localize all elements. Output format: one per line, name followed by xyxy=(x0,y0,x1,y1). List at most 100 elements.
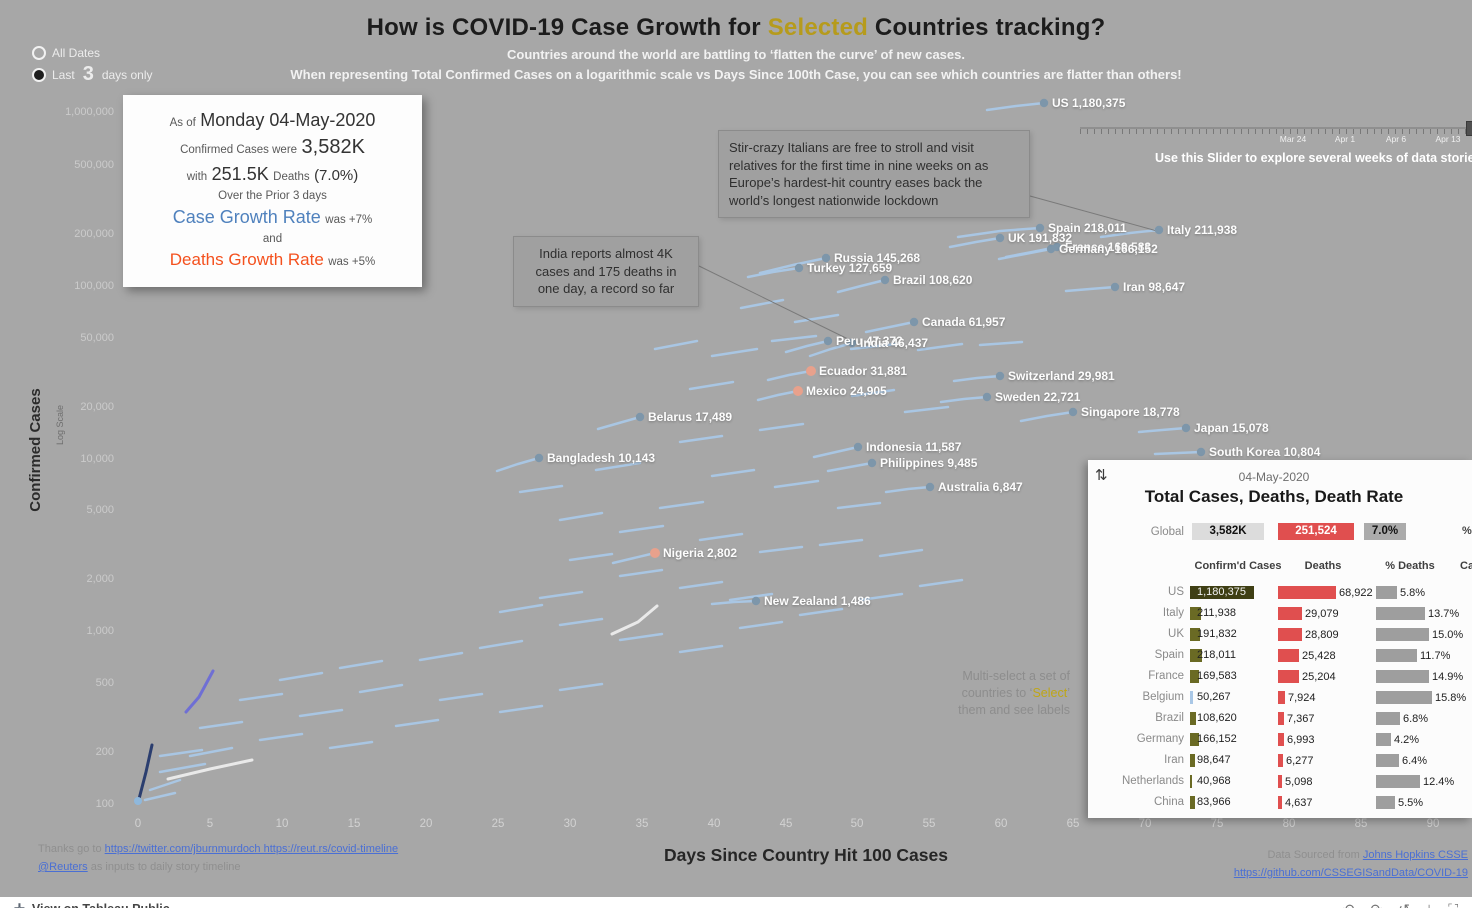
trend-line-segment[interactable] xyxy=(808,341,854,358)
trend-line-segment[interactable] xyxy=(594,461,642,472)
trend-line-segment[interactable] xyxy=(826,461,874,473)
trend-line-segment[interactable] xyxy=(746,266,801,279)
country-dot-south-korea[interactable] xyxy=(1196,447,1206,457)
country-dot-peru[interactable] xyxy=(823,336,833,346)
source-link-2[interactable]: https://github.com/CSSEGISandData/COVID-… xyxy=(1233,867,1468,879)
trend-line-segment[interactable] xyxy=(710,599,758,606)
trend-line-segment[interactable] xyxy=(903,405,950,414)
trend-line-segment[interactable] xyxy=(518,484,564,494)
sort-icon[interactable]: ⇅ xyxy=(1095,467,1108,484)
trend-line-segment[interactable] xyxy=(850,388,896,398)
country-dot-spain[interactable] xyxy=(1035,223,1045,233)
country-dot-uk[interactable] xyxy=(995,233,1005,243)
trend-line-segment[interactable] xyxy=(688,380,735,391)
table-row-us[interactable]: US 1,180,375 68,922 5.8% xyxy=(1088,582,1472,603)
trend-line-segment[interactable] xyxy=(498,704,544,714)
table-row-germany[interactable]: Germany 166,152 6,993 4.2% xyxy=(1088,729,1472,750)
country-dot-new-zealand[interactable] xyxy=(751,596,761,606)
radio-all-dates[interactable]: All Dates xyxy=(32,46,153,60)
trend-line-segment[interactable] xyxy=(338,659,384,670)
trend-line-segment[interactable] xyxy=(849,342,898,351)
table-row-spain[interactable]: Spain 218,011 25,428 11.7% xyxy=(1088,645,1472,666)
table-row-brazil[interactable]: Brazil 108,620 7,367 6.8% xyxy=(1088,708,1472,729)
trend-line-segment[interactable] xyxy=(678,580,724,590)
trend-line-segment[interactable] xyxy=(658,500,705,510)
trend-line-segment[interactable] xyxy=(939,395,989,404)
table-row-netherlands[interactable]: Netherlands 40,968 5,098 12.4% xyxy=(1088,771,1472,792)
trend-line-segment[interactable] xyxy=(618,632,664,642)
trend-line-segment[interactable] xyxy=(739,298,785,310)
credit-link-2[interactable]: @Reuters xyxy=(38,861,88,873)
trend-line-segment[interactable] xyxy=(596,415,642,431)
credit-link-1[interactable]: https://twitter.com/jburnmurdoch https:/… xyxy=(104,843,399,855)
trend-line-segment[interactable] xyxy=(878,548,924,558)
trend-line-segment[interactable] xyxy=(770,334,818,343)
country-dot-australia[interactable] xyxy=(925,482,935,492)
trend-line-segment[interactable] xyxy=(328,740,374,750)
table-row-italy[interactable]: Italy 211,938 29,079 13.7% xyxy=(1088,603,1472,624)
table-row-uk[interactable]: UK 191,832 28,809 15.0% xyxy=(1088,624,1472,645)
trend-line-segment[interactable] xyxy=(618,524,665,534)
country-dot-philippines[interactable] xyxy=(867,458,877,468)
country-dot-russia[interactable] xyxy=(821,253,831,263)
country-dot-us[interactable] xyxy=(1039,98,1049,108)
trend-line-segment[interactable] xyxy=(1064,285,1117,293)
start-point-dot[interactable] xyxy=(134,797,142,805)
trend-line-segment[interactable] xyxy=(1019,410,1075,423)
trend-line-segment[interactable] xyxy=(418,651,464,662)
trend-line-segment[interactable] xyxy=(948,236,1002,249)
trend-line-segment[interactable] xyxy=(952,374,1002,383)
trend-line-segment[interactable] xyxy=(798,607,844,617)
trend-line-segment[interactable] xyxy=(278,671,324,682)
trend-line-segment[interactable] xyxy=(610,604,659,636)
country-dot-india[interactable] xyxy=(847,338,857,348)
country-dot-italy[interactable] xyxy=(1154,225,1164,235)
trend-line-segment[interactable] xyxy=(358,683,404,694)
trend-line-segment[interactable] xyxy=(678,644,724,654)
table-row-belgium[interactable]: Belgium 50,267 7,924 15.8% xyxy=(1088,687,1472,708)
radio-last-3-days[interactable]: Last 3 days only xyxy=(32,63,153,86)
trend-line-segment[interactable] xyxy=(812,445,860,459)
trend-line-segment[interactable] xyxy=(858,592,904,602)
country-dot-ecuador[interactable] xyxy=(806,366,816,376)
country-dot-brazil[interactable] xyxy=(880,275,890,285)
country-dot-bangladesh[interactable] xyxy=(534,453,544,463)
trend-line-segment[interactable] xyxy=(143,791,177,802)
country-dot-turkey[interactable] xyxy=(794,263,804,273)
country-dot-indonesia[interactable] xyxy=(853,442,863,452)
fullscreen-icon[interactable]: ⛶ xyxy=(1448,901,1458,908)
country-dot-singapore[interactable] xyxy=(1068,407,1078,417)
country-dot-iran[interactable] xyxy=(1110,282,1120,292)
trend-line-segment[interactable] xyxy=(728,592,774,602)
trend-line-segment[interactable] xyxy=(864,320,916,334)
table-row-china[interactable]: China 83,966 4,637 5.5% xyxy=(1088,792,1472,813)
trend-line-segment[interactable] xyxy=(836,501,882,510)
trend-line-segment[interactable] xyxy=(438,692,484,702)
trend-line-segment[interactable] xyxy=(495,456,541,473)
trend-line-segment[interactable] xyxy=(758,422,805,432)
trend-line-segment[interactable] xyxy=(158,748,204,758)
undo-icon[interactable]: ↶ xyxy=(1343,901,1355,908)
trend-line-segment[interactable] xyxy=(756,389,800,402)
trend-line-segment[interactable] xyxy=(710,347,759,358)
redo-icon[interactable]: ↷ xyxy=(1371,901,1383,908)
trend-line-segment[interactable] xyxy=(1099,228,1161,239)
slider-handle[interactable] xyxy=(1466,121,1472,136)
trend-line-segment[interactable] xyxy=(918,578,964,588)
country-dot-switzerland[interactable] xyxy=(995,371,1005,381)
table-row-france[interactable]: France 169,583 25,204 14.9% xyxy=(1088,666,1472,687)
date-slider[interactable]: Mar 24 Apr 1 Apr 6 Apr 13 xyxy=(1080,120,1472,144)
trend-line-segment[interactable] xyxy=(956,226,1042,239)
trend-line-segment[interactable] xyxy=(884,485,932,494)
trend-line-segment[interactable] xyxy=(985,101,1046,112)
source-link-1[interactable]: Johns Hopkins CSSE xyxy=(1362,849,1468,861)
trend-line-segment[interactable] xyxy=(818,538,864,547)
country-dot-mexico[interactable] xyxy=(793,386,803,396)
trend-line-segment[interactable] xyxy=(678,434,724,444)
trend-line-segment[interactable] xyxy=(498,603,544,614)
country-dot-canada[interactable] xyxy=(909,317,919,327)
trend-line-segment[interactable] xyxy=(184,669,215,714)
trend-line-segment[interactable] xyxy=(758,256,828,275)
trend-line-segment[interactable] xyxy=(773,479,820,489)
trend-line-segment[interactable] xyxy=(784,339,830,354)
